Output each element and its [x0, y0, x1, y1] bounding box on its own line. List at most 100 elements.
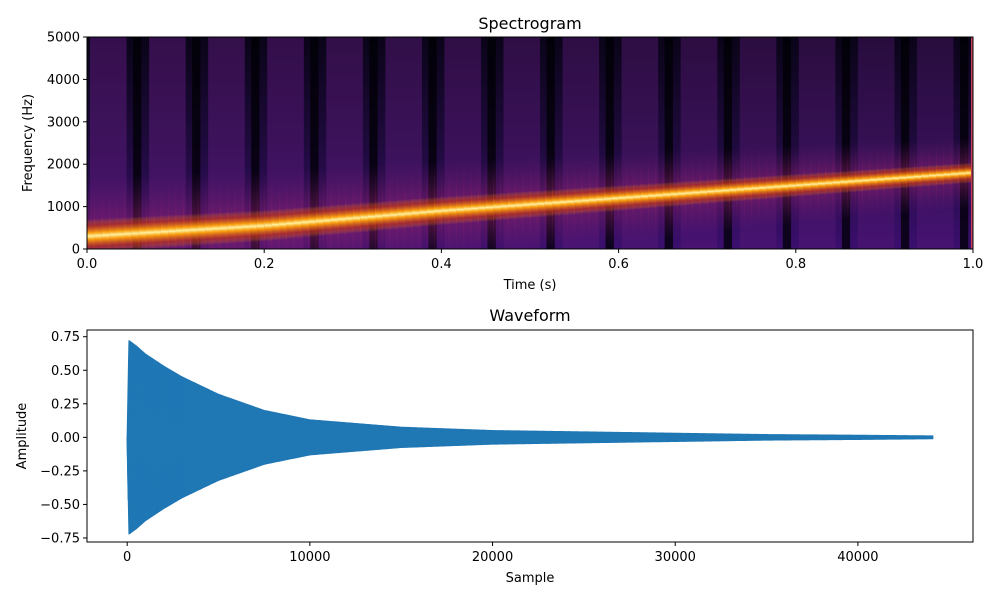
- spectrogram-ridge-segment: [596, 186, 605, 213]
- spectrogram-ridge-segment: [921, 165, 930, 187]
- spectrogram-frame: [86, 36, 974, 250]
- spectrogram-ridge-segment: [655, 182, 664, 208]
- spectrogram-gap: [605, 37, 614, 249]
- spectrogram-ridge-segment: [928, 165, 937, 186]
- spectrogram-ridge-segment: [648, 183, 657, 209]
- spectrogram-ridge-segment: [766, 175, 775, 199]
- spectrogram-gap: [782, 37, 792, 249]
- spectrogram-ridge-segment: [943, 164, 952, 185]
- spectrogram-ridge-segment: [559, 188, 568, 216]
- spectrogram-ridge-segment: [862, 169, 871, 192]
- waveform-xlabel: Sample: [506, 571, 555, 586]
- spectrogram-ridge-segment: [374, 201, 383, 231]
- spectrogram-ridge-segment: [854, 169, 863, 192]
- spectrogram-ridge-segment: [633, 184, 642, 210]
- spectrogram-ridge-segment: [751, 176, 760, 201]
- spectrogram-ridge-segment: [758, 176, 767, 200]
- spectrogram-ridge-segment: [744, 177, 753, 201]
- spectrogram-ridge-glow: [227, 171, 236, 249]
- spectrogram-ridge-segment: [544, 189, 553, 217]
- spectrogram-ridge-segment: [94, 218, 103, 249]
- spectrogram-x-axis: 0.0 0.2 0.4 0.6 0.8 1.0: [77, 249, 983, 272]
- spectrogram-ridge-segment: [190, 213, 199, 247]
- spectrogram-y-axis: 0 1000 2000 3000 4000 5000: [47, 31, 87, 258]
- spectrogram-ridge-segment: [677, 181, 686, 206]
- spectrogram-ridge-segment: [825, 171, 834, 195]
- spectrogram-ridge-glow: [116, 175, 125, 249]
- spectrogram-ylabel: Frequency (Hz): [21, 94, 36, 192]
- spectrogram-ridge-glow: [94, 175, 103, 249]
- spectrogram-gap: [428, 37, 437, 249]
- spectrogram-ridge-segment: [810, 172, 819, 196]
- spectrogram-heatmap: [87, 37, 973, 249]
- spectrogram-ridge-segment: [847, 170, 856, 193]
- spectrogram-ridge-segment: [87, 219, 95, 249]
- waveform-envelope-fill: [126, 340, 934, 535]
- spectrogram-ridge-segment: [840, 170, 849, 194]
- waveform-x-axis: 0 10000 20000 30000 40000: [123, 542, 879, 565]
- spectrogram-ytick-label: 1000: [47, 200, 80, 215]
- spectrogram-ridge-segment: [109, 217, 118, 249]
- spectrogram-ridge-segment: [219, 212, 228, 245]
- spectrogram-ridge-segment: [271, 209, 280, 241]
- waveform-xtick-label: 20000: [472, 550, 513, 565]
- spectrogram-ridge-glow: [256, 170, 265, 249]
- spectrogram-ridge-segment: [958, 163, 967, 184]
- spectrogram-ridge-segment: [411, 198, 420, 228]
- spectrogram-ridge-glow: [160, 173, 169, 249]
- spectrogram-ridge-glow: [205, 172, 214, 249]
- spectrogram-ridge-segment: [448, 195, 457, 225]
- spectrogram-ridge-segment: [160, 215, 169, 249]
- spectrogram-ridge-segment: [131, 216, 140, 249]
- waveform-ytick-label: 0.00: [51, 431, 80, 446]
- spectrogram-ridge-glow: [190, 172, 199, 249]
- spectrogram-edge-column: [971, 37, 973, 249]
- spectrogram-ridge-segment: [913, 166, 922, 188]
- spectrogram-ridge-segment: [278, 208, 287, 240]
- waveform-ylabel: Amplitude: [15, 403, 30, 470]
- spectrogram-ridge-glow: [197, 172, 206, 249]
- spectrogram-ridge-segment: [116, 217, 125, 249]
- spectrogram-ridge-segment: [404, 199, 413, 229]
- waveform-ytick-label: −0.25: [40, 464, 80, 479]
- waveform-ytick-label: −0.75: [40, 531, 80, 546]
- waveform-xtick-label: 0: [123, 550, 131, 565]
- spectrogram-xtick-label: 0.2: [254, 257, 275, 272]
- spectrogram-ridge-segment: [773, 175, 782, 199]
- spectrogram-ridge-segment: [640, 183, 649, 209]
- spectrogram-ridge-segment: [795, 173, 804, 197]
- spectrogram-ridge-segment: [234, 211, 243, 244]
- spectrogram-ridge-segment: [530, 190, 538, 218]
- spectrogram-ridge-segment: [884, 168, 893, 190]
- spectrogram-ytick-label: 2000: [47, 158, 80, 173]
- spectrogram-ridge-segment: [485, 193, 494, 222]
- spectrogram-ridge-segment: [345, 203, 354, 234]
- spectrogram-ridge-glow: [101, 175, 110, 249]
- spectrogram-ridge-segment: [869, 169, 878, 191]
- spectrogram-xtick-label: 0.4: [431, 257, 452, 272]
- spectrogram-ridge-glow: [234, 171, 243, 249]
- spectrogram-ridge-segment: [493, 193, 502, 221]
- spectrogram-ytick-label: 0: [72, 243, 80, 258]
- spectrogram-ridge-segment: [707, 179, 716, 204]
- spectrogram-gap: [133, 37, 142, 249]
- spectrogram-ridge-segment: [574, 187, 583, 215]
- spectrogram-ridge-glow: [168, 173, 177, 249]
- spectrogram-ridge-segment: [360, 202, 369, 233]
- spectrogram-xlabel: Time (s): [503, 278, 557, 293]
- spectrogram-ridge-segment: [101, 218, 110, 249]
- spectrogram-ridge-segment: [877, 168, 885, 191]
- waveform-xtick-label: 30000: [655, 550, 696, 565]
- spectrogram-ridge-glow: [175, 173, 184, 249]
- spectrogram-ridge-segment: [817, 172, 826, 195]
- spectrogram-ridge-segment: [352, 203, 361, 233]
- waveform-xtick-label: 10000: [289, 550, 330, 565]
- spectrogram-ridge-glow: [153, 173, 162, 249]
- spectrogram-ytick-label: 5000: [47, 31, 80, 46]
- spectrogram-ridge-segment: [182, 214, 191, 247]
- spectrogram-ridge-segment: [936, 164, 945, 186]
- spectrogram-ridge-segment: [397, 199, 406, 229]
- spectrogram-ridge-segment: [470, 194, 479, 223]
- spectrogram-ridge-segment: [662, 182, 671, 208]
